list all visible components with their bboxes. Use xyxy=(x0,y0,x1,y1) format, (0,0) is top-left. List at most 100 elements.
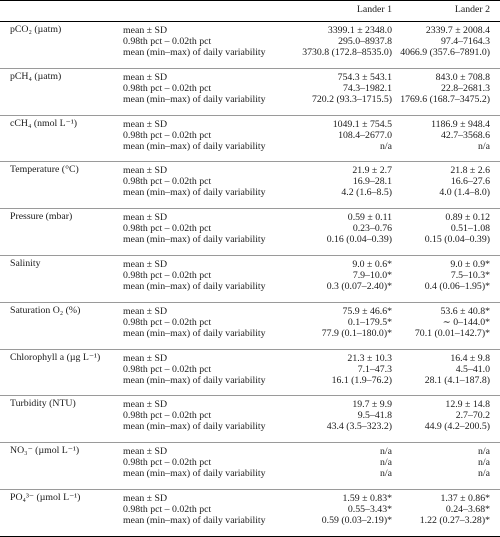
statistic-label: 0.98th pct – 0.02th pct xyxy=(123,223,212,235)
statistic-label: 0.98th pct – 0.02th pct xyxy=(123,316,212,328)
lander-2-value: 1186.9 ± 948.4 xyxy=(431,118,490,130)
table-row: 0.98th pct – 0.02th pct 295.0–8937.8 97.4–… xyxy=(0,36,500,48)
table-row: mean (min–max) of daily variability 720.2… xyxy=(0,93,500,106)
lander-1-value: 9.5–41.8 xyxy=(357,410,392,422)
statistic-label: mean (min–max) of daily variability xyxy=(123,93,266,105)
table-row: mean ± SD 754.3 ± 543.1 843.0 ± 708.8 xyxy=(0,71,500,84)
table-row: mean ± SD 75.9 ± 46.6* 53.6 ± 40.8* xyxy=(0,305,500,318)
lander-1-value: 77.9 (0.1–180.0)* xyxy=(321,327,392,339)
statistic-label: 0.98th pct – 0.02th pct xyxy=(123,82,212,94)
statistic-label: mean ± SD xyxy=(123,352,168,364)
table-row: mean (min–max) of daily variability 16.1 … xyxy=(0,374,500,387)
table-row: 0.98th pct – 0.02th pct 9.5–41.8 2.7–70.2 xyxy=(0,411,500,422)
table-row: 0.98th pct – 0.02th pct 0.1–179.5* ∼ 0–144… xyxy=(0,316,500,329)
lander-1-value: 21.9 ± 2.7 xyxy=(352,165,392,177)
lander-2-value: 1.37 ± 0.86* xyxy=(440,493,490,504)
table-row: mean (min–max) of daily variability n/a n/… xyxy=(0,140,500,153)
lander-2-value: 4.5–41.0 xyxy=(455,363,490,375)
variable-group: pCO₂ (µatm) mean ± SD 3399.1 ± 2348.0 2339.… xyxy=(0,22,500,69)
lander-2-value: 0.4 (0.06–1.95)* xyxy=(424,281,490,292)
statistic-label: mean (min–max) of daily variability xyxy=(123,374,266,386)
lander-2-value: 4066.9 (357.6–7891.0) xyxy=(400,47,490,58)
statistic-label: mean (min–max) of daily variability xyxy=(123,515,266,526)
lander-2-value: n/a xyxy=(478,140,490,152)
table-row: mean ± SD 3399.1 ± 2348.0 2339.7 ± 2008.4 xyxy=(0,25,500,37)
lander-2-value: 1769.6 (168.7–3475.2) xyxy=(400,93,490,105)
table-row: mean ± SD 21.3 ± 10.3 16.4 ± 9.8 xyxy=(0,352,500,365)
variable-group: Saturation O₂ (%) mean ± SD 75.9 ± 46.6* 53… xyxy=(0,303,500,350)
variable-group: Salinity mean ± SD 9.0 ± 0.6* 9.0 ± 0.9* 0.9… xyxy=(0,256,500,303)
lander-2-value: 28.1 (4.1–187.8) xyxy=(424,374,490,386)
column-header-lander-1: Lander 1 xyxy=(356,4,392,15)
variable-name: Saturation O₂ (%) xyxy=(10,304,81,316)
variable-name: Salinity xyxy=(10,258,41,269)
lander-1-value: 21.3 ± 10.3 xyxy=(347,352,392,364)
lander-1-value: 0.3 (0.07–2.40)* xyxy=(326,281,392,292)
lander-2-value: 0.89 ± 0.12 xyxy=(445,212,490,224)
lander-1-value: 43.4 (3.5–323.2) xyxy=(326,421,392,433)
lander-2-value: 0.24–3.68* xyxy=(445,504,490,515)
lander-1-value: 108.4–2677.0 xyxy=(338,129,392,141)
table-row: mean ± SD n/a n/a xyxy=(0,447,500,458)
variable-name: Temperature (°C) xyxy=(10,164,79,176)
lander-2-value: 53.6 ± 40.8* xyxy=(440,305,490,317)
statistic-label: mean ± SD xyxy=(123,165,168,177)
lander-2-value: 0.15 (0.04–0.39) xyxy=(424,234,490,246)
lander-1-value: 754.3 ± 543.1 xyxy=(337,71,392,83)
table-row: mean (min–max) of daily variability 43.4 … xyxy=(0,422,500,433)
lander-2-value: 2.7–70.2 xyxy=(455,410,490,422)
variable-group: PO₄³⁻ (µmol L⁻¹) mean ± SD 1.59 ± 0.83* 1.3… xyxy=(0,490,500,537)
lander-2-value: 12.9 ± 14.8 xyxy=(445,399,490,411)
statistic-label: mean ± SD xyxy=(123,259,168,270)
statistic-label: mean ± SD xyxy=(123,71,168,83)
lander-2-value: 9.0 ± 0.9* xyxy=(450,259,490,270)
lander-2-value: 1.22 (0.27–3.28)* xyxy=(419,515,490,526)
lander-1-value: 9.0 ± 0.6* xyxy=(352,259,392,270)
table-header: Lander 1 Lander 2 xyxy=(0,0,500,22)
lander-2-value: 70.1 (0.01–142.7)* xyxy=(414,327,490,339)
variable-name: Turbidity (NTU) xyxy=(10,398,76,410)
lander-1-value: 0.1–179.5* xyxy=(347,316,392,328)
lander-1-value: n/a xyxy=(380,140,392,152)
statistic-label: mean (min–max) of daily variability xyxy=(123,468,266,480)
statistic-label: mean (min–max) of daily variability xyxy=(123,421,266,433)
statistic-label: mean (min–max) of daily variability xyxy=(123,140,266,152)
variable-group: Turbidity (NTU) mean ± SD 19.7 ± 9.9 12.9 ±… xyxy=(0,396,500,444)
table-row: mean (min–max) of daily variability 4.2 (… xyxy=(0,188,500,199)
lander-1-value: 0.23–0.76 xyxy=(352,223,392,235)
statistic-label: 0.98th pct – 0.02th pct xyxy=(123,363,212,375)
table-row: mean ± SD 1.59 ± 0.83* 1.37 ± 0.86* xyxy=(0,493,500,505)
lander-1-value: 19.7 ± 9.9 xyxy=(352,399,392,411)
table-row: mean (min–max) of daily variability 77.9 … xyxy=(0,327,500,340)
table-row: mean ± SD 9.0 ± 0.6* 9.0 ± 0.9* xyxy=(0,259,500,271)
table-row: mean (min–max) of daily variability 0.3 (… xyxy=(0,281,500,293)
statistic-label: mean (min–max) of daily variability xyxy=(123,187,266,199)
lander-1-value: 1.59 ± 0.83* xyxy=(342,493,392,504)
statistic-label: mean ± SD xyxy=(123,305,168,317)
table-row: mean (min–max) of daily variability 3730.… xyxy=(0,47,500,59)
lander-1-value: 75.9 ± 46.6* xyxy=(342,305,392,317)
table-row: mean (min–max) of daily variability 0.16 … xyxy=(0,235,500,246)
table-row: mean ± SD 19.7 ± 9.9 12.9 ± 14.8 xyxy=(0,400,500,411)
lander-2-value: 0.51–1.08 xyxy=(450,223,490,235)
table-row: mean (min–max) of daily variability 0.59 … xyxy=(0,515,500,527)
lander-1-value: 7.1–47.3 xyxy=(357,363,392,375)
variable-name: pCH₄ (µatm) xyxy=(10,70,62,82)
statistic-label: 0.98th pct – 0.02th pct xyxy=(123,410,212,422)
variable-name: cCH₄ (nmol L⁻¹) xyxy=(10,117,78,129)
table-row: mean ± SD 21.9 ± 2.7 21.8 ± 2.6 xyxy=(0,166,500,177)
lander-2-value: n/a xyxy=(478,446,490,458)
statistic-label: mean (min–max) of daily variability xyxy=(123,234,266,246)
table-row: 0.98th pct – 0.02th pct n/a n/a xyxy=(0,458,500,469)
table-row: 0.98th pct – 0.02th pct 7.9–10.0* 7.5–10.3… xyxy=(0,270,500,282)
statistic-label: mean ± SD xyxy=(123,446,168,458)
statistic-label: 0.98th pct – 0.02th pct xyxy=(123,270,212,281)
lander-1-value: 74.3–1982.1 xyxy=(343,82,392,94)
lander-1-value: 0.55–3.43* xyxy=(347,504,392,515)
statistic-label: 0.98th pct – 0.02th pct xyxy=(123,457,212,469)
lander-1-value: n/a xyxy=(380,468,392,480)
variable-name: Pressure (mbar) xyxy=(10,211,73,223)
table-row: 0.98th pct – 0.02th pct 7.1–47.3 4.5–41.0 xyxy=(0,363,500,376)
lander-2-value: ∼ 0–144.0* xyxy=(442,316,490,328)
